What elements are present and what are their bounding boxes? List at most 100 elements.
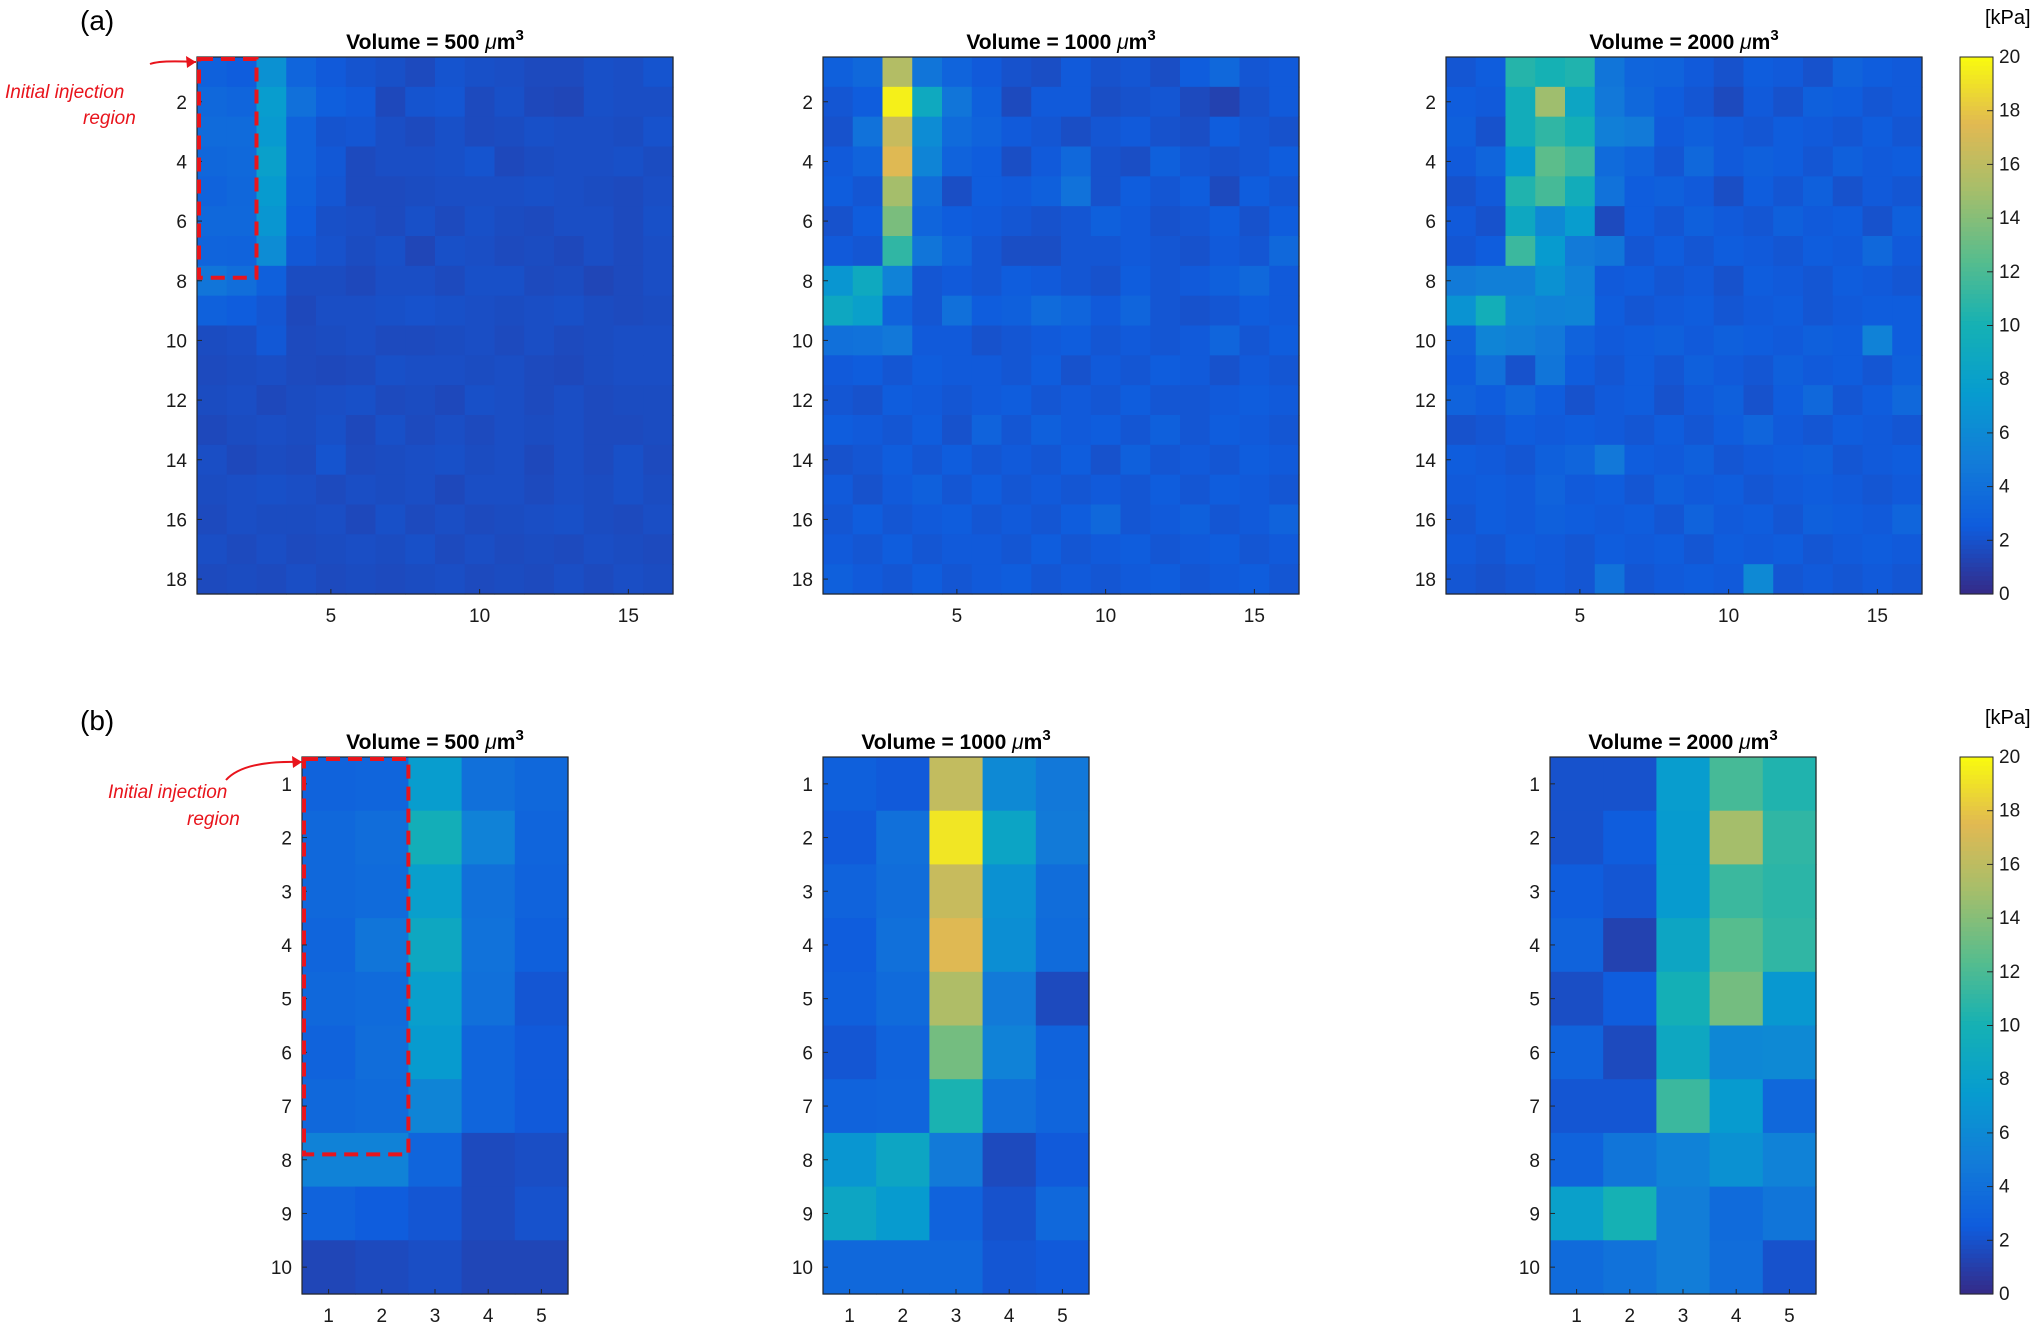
heatmap-cell (1001, 534, 1032, 565)
heatmap-cell (1209, 534, 1241, 565)
heatmap-cell (1120, 325, 1151, 356)
heatmap-cell (583, 474, 615, 506)
colorbar-segment (1960, 998, 1993, 1004)
heatmap-cell (1475, 146, 1507, 177)
heatmap-cell (464, 206, 496, 237)
heatmap-cell (1475, 564, 1507, 595)
heatmap-cell (1239, 474, 1270, 506)
colorbar-segment (1960, 526, 1993, 532)
heatmap-cell (1709, 1240, 1764, 1295)
heatmap-cell (554, 444, 585, 476)
heatmap-cell (1743, 355, 1774, 386)
heatmap-cell (613, 444, 644, 476)
heatmap-cell (1594, 385, 1626, 416)
heatmap-cell (226, 355, 258, 386)
heatmap-cell (876, 864, 930, 919)
heatmap-cell (583, 206, 615, 237)
heatmap-cell (256, 146, 287, 177)
x-tick-label: 5 (536, 1306, 547, 1327)
heatmap-cell (1269, 385, 1300, 416)
heatmap-cell (302, 1079, 356, 1134)
colorbar-segment (1960, 204, 1993, 210)
heatmap-cell (912, 534, 943, 565)
heatmap-cell (971, 265, 1003, 297)
heatmap-cell (1535, 415, 1566, 446)
colorbar-segment (1960, 859, 1993, 865)
heatmap-cell (942, 355, 973, 386)
heatmap-cell (494, 415, 525, 446)
colorbar-segment (1960, 1128, 1993, 1134)
heatmap-cell (1001, 265, 1032, 297)
heatmap-cell (613, 355, 644, 386)
heatmap-cell (876, 1025, 930, 1080)
heatmap-cell (1120, 385, 1151, 416)
heatmap-cell (554, 176, 585, 207)
heatmap-cell (583, 444, 615, 476)
heatmap-cell (643, 504, 674, 535)
y-tick-label: 6 (281, 1043, 292, 1064)
heatmap-cell (524, 415, 555, 446)
heatmap-cell (882, 236, 913, 267)
heatmap-cell (1594, 415, 1626, 446)
heatmap-cell (852, 206, 884, 237)
heatmap-cell (613, 504, 644, 535)
heatmap-cell (1035, 1025, 1090, 1080)
heatmap-cell (494, 295, 525, 327)
heatmap-cell (876, 1132, 930, 1188)
heatmap-cell (1743, 474, 1774, 506)
heatmap-cell (1594, 116, 1626, 148)
colorbar-segment (1960, 432, 1993, 438)
heatmap-cell (1269, 206, 1300, 237)
heatmap-cell (1565, 206, 1596, 237)
heatmap-cell (1061, 206, 1092, 237)
colorbar-segment (1960, 927, 1993, 933)
colorbar-segment (1960, 1016, 1993, 1022)
heatmap-cell (514, 971, 569, 1027)
heatmap-cell (554, 534, 585, 565)
heatmap-cell (494, 116, 525, 148)
heatmap-cell (1239, 146, 1270, 177)
heatmap-cell (1505, 265, 1536, 297)
heatmap-cell (286, 265, 317, 297)
heatmap-cell (1862, 146, 1893, 177)
colorbar-segment (1960, 1267, 1993, 1273)
heatmap-cell (876, 1186, 930, 1241)
heatmap-cell (1773, 325, 1804, 356)
colorbar-segment (1960, 262, 1993, 268)
plot-title-unit: μ (1116, 31, 1129, 54)
colorbar-segment (1960, 325, 1993, 331)
heatmap-cell (435, 116, 466, 148)
heatmap-cell (1505, 564, 1536, 595)
heatmap-cell (1594, 57, 1626, 88)
heatmap-cell (286, 206, 317, 237)
y-tick-label: 6 (1425, 212, 1436, 233)
y-tick-label: 8 (281, 1151, 292, 1172)
heatmap-cell (1773, 564, 1804, 595)
heatmap-cell (583, 415, 615, 446)
heatmap-cell (1031, 57, 1062, 88)
heatmap-cell (982, 918, 1037, 973)
colorbar-segment (1960, 1204, 1993, 1210)
heatmap-cell (405, 564, 436, 595)
heatmap-cell (1446, 444, 1477, 476)
colorbar-segment (1960, 549, 1993, 555)
heatmap-cell (942, 116, 973, 148)
heatmap-cell (882, 295, 913, 327)
heatmap-cell (316, 385, 347, 416)
heatmap-cell (1565, 474, 1596, 506)
heatmap-cell (1446, 116, 1477, 148)
x-tick-label: 10 (1095, 606, 1116, 627)
heatmap-cell (1239, 57, 1270, 88)
heatmap-cell (1603, 864, 1657, 919)
heatmap-cell (1709, 864, 1764, 919)
x-tick-label: 15 (1867, 606, 1888, 627)
colorbar-segment (1960, 770, 1993, 776)
heatmap-cell (912, 295, 943, 327)
colorbar-segment (1960, 761, 1993, 767)
heatmap-cell (1892, 415, 1923, 446)
x-tick-label: 1 (323, 1306, 334, 1327)
heatmap-cell (1090, 355, 1122, 386)
heatmap-cell (1090, 325, 1122, 356)
heatmap-cell (1624, 444, 1655, 476)
heatmap-cell (982, 1132, 1037, 1188)
